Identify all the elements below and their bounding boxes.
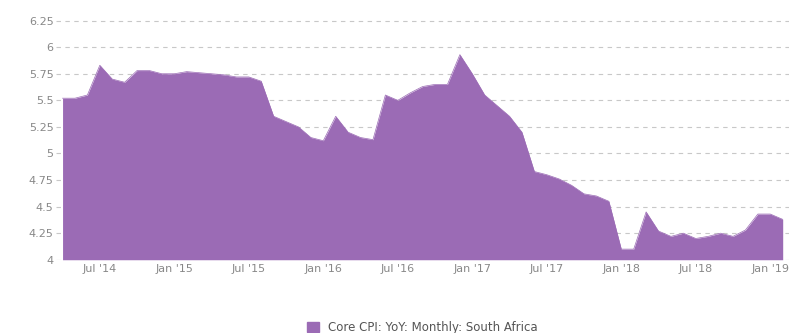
Legend: Core CPI: YoY: Monthly: South Africa: Core CPI: YoY: Monthly: South Africa <box>308 321 538 333</box>
